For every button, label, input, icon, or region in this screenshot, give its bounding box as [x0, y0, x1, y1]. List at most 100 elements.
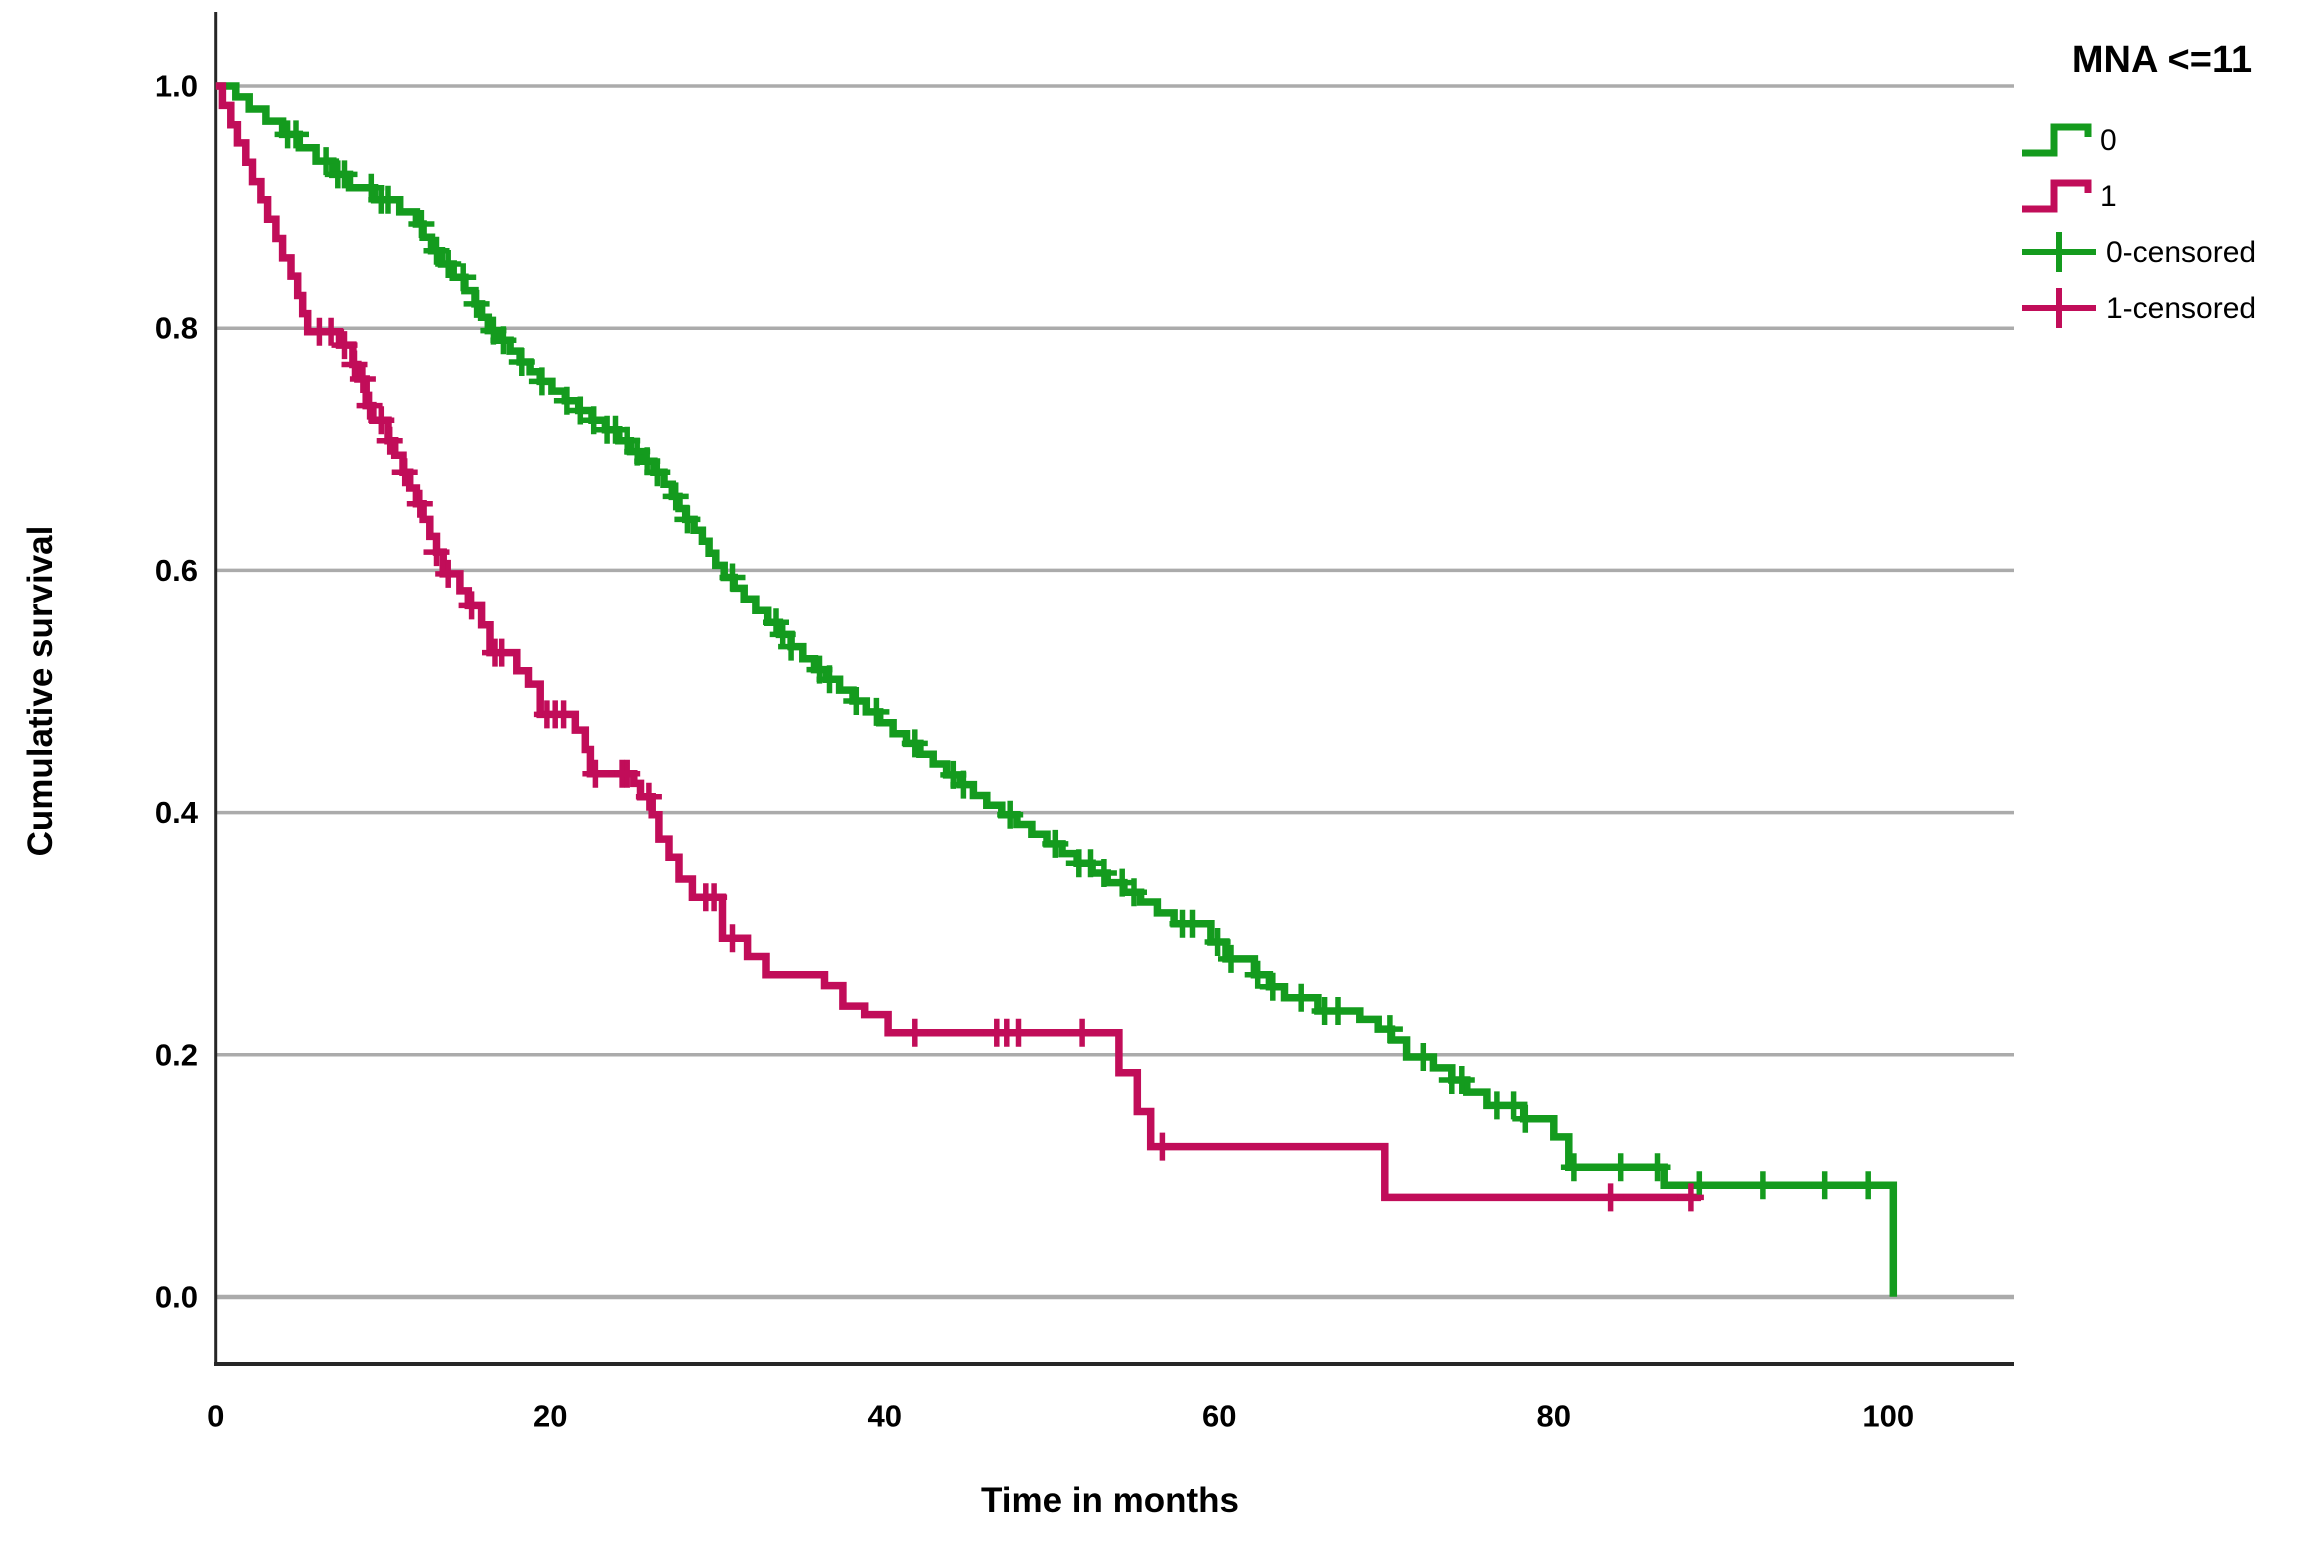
series-0-censor-mark-icon [1644, 1153, 1671, 1182]
series-0-censor-mark-icon [1749, 1171, 1776, 1200]
series-0-censor-mark-icon [567, 396, 594, 425]
series-1-censor-mark-icon [719, 924, 746, 953]
series-1-censor-mark-icon [901, 1018, 928, 1047]
series-0-censor-mark-icon [1179, 909, 1206, 938]
series-0-censor-mark-icon [435, 250, 462, 278]
series-0-censor-mark-icon [1500, 1091, 1527, 1120]
series-0-censor-mark-icon [423, 236, 450, 265]
x-tick-40: 40 [867, 1398, 901, 1433]
series-0-censor-mark-icon [1811, 1171, 1838, 1200]
series-0-censor-mark-icon [1042, 829, 1069, 858]
series-0-censor-mark-icon [375, 185, 401, 214]
series-1-censor-mark-icon [1005, 1018, 1032, 1047]
series-0-censor-mark-icon [863, 697, 890, 726]
series-1-censor-mark-icon [488, 638, 515, 667]
y-tick-0.6: 0.6 [155, 553, 198, 588]
legend-label-group0: 0 [2100, 124, 2117, 157]
series-0-censor-mark-icon [331, 160, 358, 189]
series-0-censor-mark-icon [674, 505, 701, 534]
legend-label-group1: 1 [2100, 180, 2117, 213]
legend-swatch-group0-censored-plus-icon [2022, 232, 2096, 272]
series-0-censor-mark-icon [1448, 1066, 1475, 1094]
series-0-censor-mark-icon [1090, 859, 1117, 887]
x-tick-20: 20 [533, 1398, 567, 1433]
series-0-censor-mark-icon [1855, 1171, 1882, 1200]
series-1-censor-mark-icon [614, 759, 641, 788]
series-1-censor-mark-icon [582, 759, 609, 788]
series-0-censor-mark-icon [508, 348, 535, 376]
series-0-censor-mark-icon [1218, 944, 1244, 973]
series-0-censor-mark-icon [450, 263, 477, 292]
series-1-censor-mark-icon [341, 350, 368, 379]
series-0-censor-mark-icon [580, 406, 607, 435]
x-tick-60: 60 [1202, 1398, 1236, 1433]
y-tick-0.8: 0.8 [155, 311, 198, 346]
series-0-censor-mark-icon [662, 482, 689, 511]
series-1-censor-mark-icon [368, 406, 395, 435]
series-1-censor-mark-icon [423, 538, 450, 567]
y-tick-0.4: 0.4 [155, 795, 199, 830]
series-1-censor-mark-icon [435, 559, 462, 588]
series-0-censor-mark-icon [1259, 972, 1286, 1001]
series-0-curve [215, 82, 1898, 1297]
series-0-censor-mark-icon [1410, 1043, 1437, 1071]
series-1-censor-mark-icon [458, 591, 485, 620]
series-0-censor-mark-icon [528, 367, 555, 396]
series-0-censor-mark-icon [901, 729, 928, 758]
gridlines [217, 84, 2014, 1300]
series-0-censor-mark-icon [1560, 1153, 1587, 1182]
series-1-censor-mark-icon [1069, 1018, 1096, 1047]
y-tick-0.0: 0.0 [155, 1280, 198, 1315]
series-0-censor-mark-icon [313, 147, 340, 176]
legend-swatch-group0-step-icon [2022, 123, 2092, 157]
x-tick-0: 0 [207, 1398, 224, 1433]
y-tick-1.0: 1.0 [155, 69, 198, 104]
series-0-censor-mark-icon [997, 800, 1024, 829]
series-1-censor-mark-icon [1149, 1132, 1176, 1161]
axis-spines [214, 12, 2014, 1366]
x-axis-title: Time in months [981, 1481, 1239, 1520]
series-0-censor-mark-icon [1244, 960, 1271, 989]
series-0-censor-mark-icon [1607, 1153, 1634, 1182]
censor-marks [274, 120, 1882, 1212]
y-tick-labels: 1.0 0.8 0.6 0.4 0.2 0.0 [155, 69, 199, 1315]
series-0-censor-mark-icon [283, 120, 309, 149]
x-tick-100: 100 [1862, 1398, 1914, 1433]
series-0-censor-mark-icon [1288, 983, 1315, 1012]
series-0-censor-mark-icon [719, 563, 746, 592]
series-1-censor-mark-icon [356, 391, 383, 420]
legend-swatch-group1-step-icon [2022, 179, 2092, 213]
series-0-censor-mark-icon [778, 632, 805, 661]
y-tick-0.2: 0.2 [155, 1037, 198, 1072]
series-1-censor-mark-icon [376, 426, 403, 455]
series-1-censor-mark-icon [1597, 1183, 1624, 1212]
series-0-censor-mark-icon [1121, 878, 1147, 907]
series-1-censor-mark-icon [391, 458, 418, 487]
series-0-censor-mark-icon [553, 386, 580, 415]
series-0-censor-mark-icon [1325, 997, 1351, 1025]
series-0-censor-mark-icon [1376, 1015, 1403, 1044]
series-1-censor-mark-icon [550, 700, 577, 729]
y-axis-title: Cumulative survival [21, 526, 60, 857]
x-tick-80: 80 [1537, 1398, 1571, 1433]
series-1-censor-mark-icon [635, 782, 662, 811]
series-0-censor-mark-icon [1077, 849, 1104, 878]
series-1-censor-mark-icon [349, 365, 376, 393]
series-0-censor-mark-icon [843, 687, 870, 715]
series-0-censor-mark-icon [1512, 1104, 1539, 1133]
series-0-censor-mark-icon [644, 458, 671, 487]
series-1-censor-mark-icon [331, 331, 358, 360]
series-1-censor-mark-icon [701, 883, 728, 912]
legend-swatch-group1-censored-plus-icon [2022, 288, 2096, 328]
series-0-censor-mark-icon [1204, 928, 1231, 956]
series-0-censor-mark-icon [950, 770, 977, 799]
series-1-curve [215, 82, 1701, 1202]
series-1-censor-mark-icon [1677, 1183, 1704, 1212]
series-0-censor-mark-icon [816, 665, 843, 694]
legend-label-group1-censored: 1-censored [2106, 292, 2256, 325]
legend: MNA <=11 0 1 0-censored 1-censored [2022, 39, 2256, 328]
survival-curves [215, 82, 1898, 1297]
series-1-censor-mark-icon [318, 317, 345, 346]
